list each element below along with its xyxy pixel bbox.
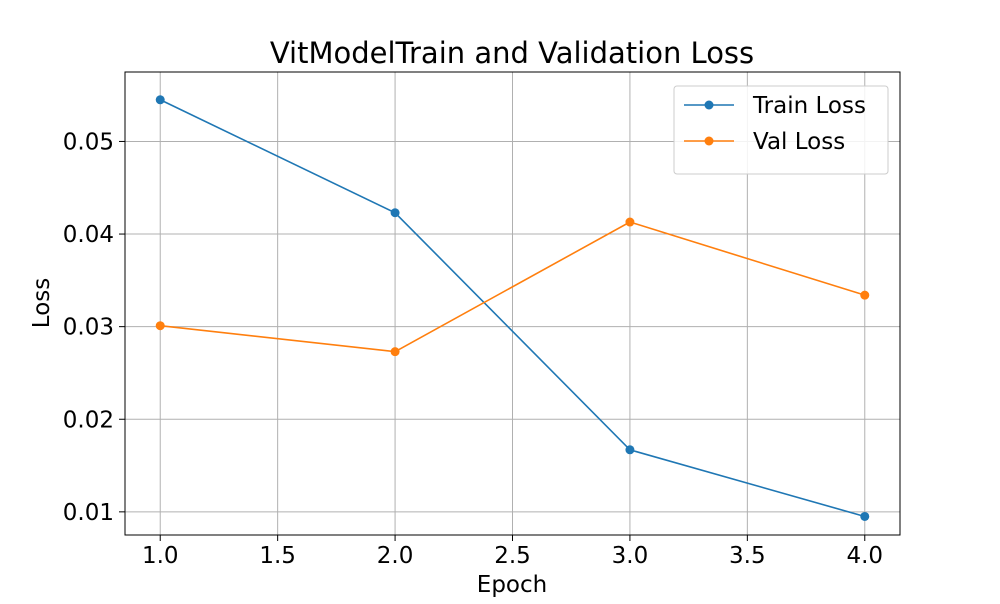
val-loss-point xyxy=(860,290,870,300)
legend-train-loss-label: Train Loss xyxy=(752,93,866,119)
y-tick-label: 0.01 xyxy=(63,500,114,526)
chart-title: VitModelTrain and Validation Loss xyxy=(270,36,754,70)
y-tick-label: 0.03 xyxy=(63,315,114,341)
train-loss-point xyxy=(390,208,400,218)
y-tick-label: 0.05 xyxy=(63,129,114,155)
y-tick-label: 0.02 xyxy=(63,407,114,433)
legend-box xyxy=(673,85,889,175)
legend-train-loss-marker xyxy=(704,100,714,110)
series-layer xyxy=(155,95,870,521)
y-axis-label: Loss xyxy=(29,278,55,328)
train-loss-point xyxy=(860,511,870,521)
grid xyxy=(125,72,900,535)
x-tick-label: 1.5 xyxy=(259,543,296,569)
val-loss-point xyxy=(155,321,165,331)
x-tick-label: 3.5 xyxy=(729,543,766,569)
legend-val-loss-label: Val Loss xyxy=(753,129,845,155)
val-loss-point xyxy=(390,347,400,357)
x-axis: 1.0 1.5 2.0 2.5 3.0 3.5 4.0 xyxy=(142,535,883,569)
train-loss-point xyxy=(155,95,165,105)
x-tick-label: 2.0 xyxy=(377,543,414,569)
x-tick-label: 4.0 xyxy=(846,543,883,569)
train-loss-point xyxy=(625,445,635,455)
x-tick-label: 3.0 xyxy=(612,543,649,569)
train-loss-line xyxy=(159,99,865,518)
val-loss-point xyxy=(625,217,635,227)
x-tick-label: 1.0 xyxy=(142,543,179,569)
legend-val-loss-marker xyxy=(704,136,714,146)
y-tick-label: 0.04 xyxy=(63,222,114,248)
x-tick-label: 2.5 xyxy=(494,543,531,569)
x-axis-label: Epoch xyxy=(477,572,547,598)
val-loss-line xyxy=(160,221,866,353)
legend: Train Loss Val Loss xyxy=(673,85,889,175)
y-axis: 0.01 0.02 0.03 0.04 0.05 xyxy=(63,129,125,526)
